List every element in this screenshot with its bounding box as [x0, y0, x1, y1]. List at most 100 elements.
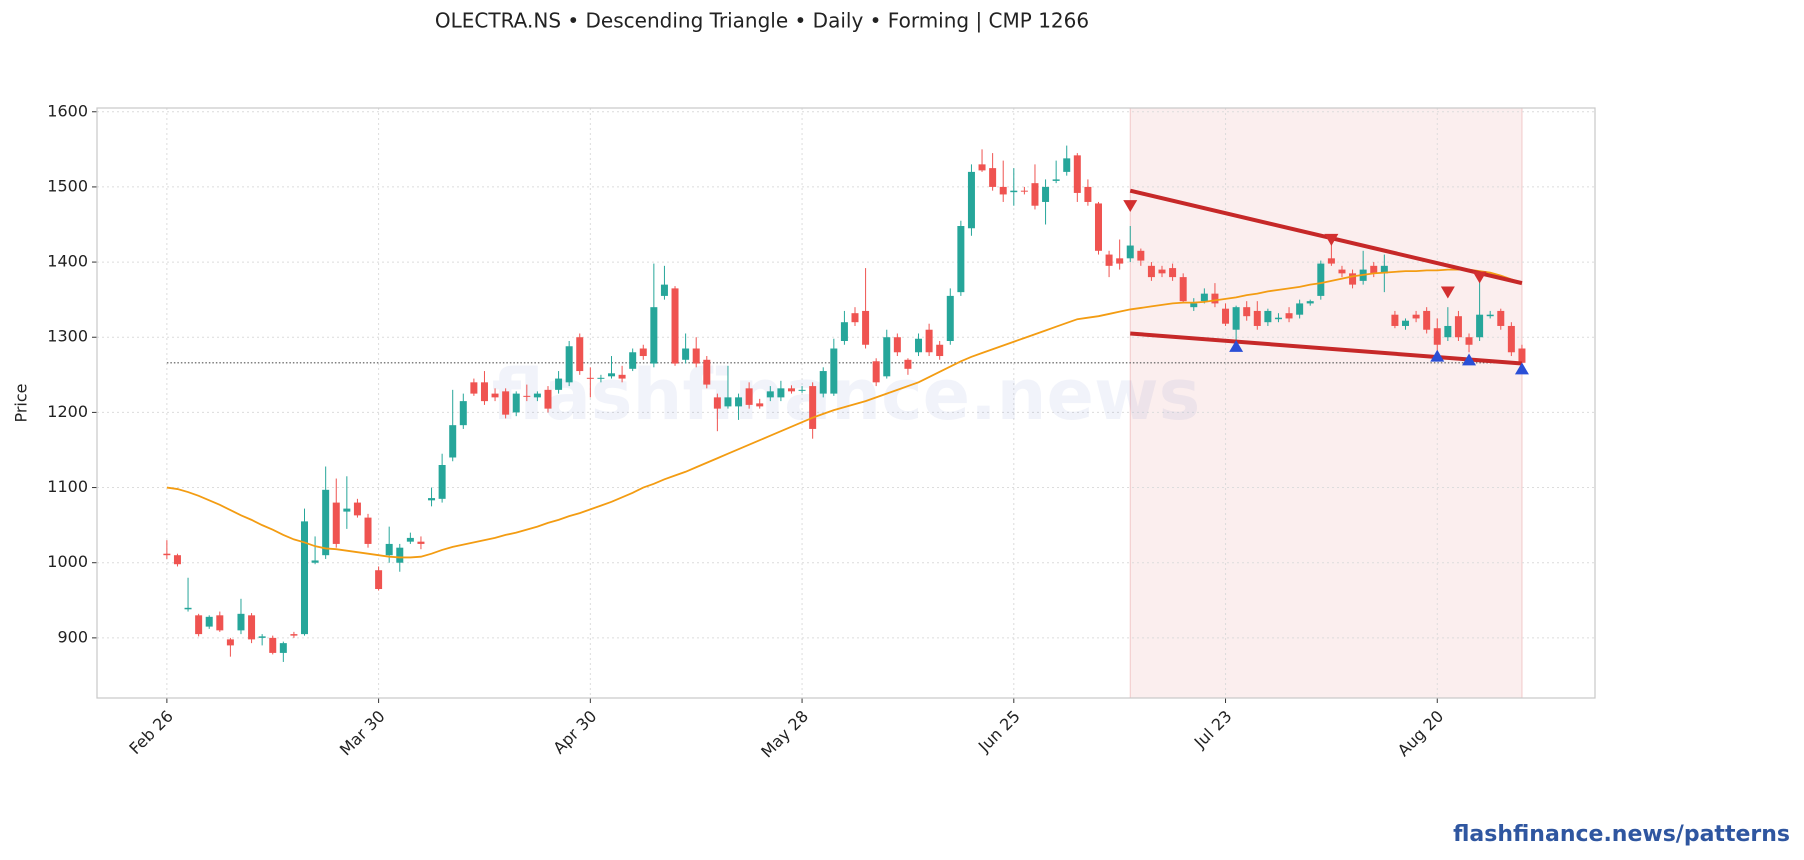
candle-body — [1243, 307, 1251, 317]
candle-body — [957, 226, 965, 293]
candle-body — [1211, 293, 1219, 304]
candle-body — [311, 560, 319, 563]
y-tick-label: 1500 — [47, 176, 88, 195]
candle-body — [385, 543, 393, 556]
swing-high-marker — [1472, 271, 1487, 284]
candle-body — [544, 389, 552, 409]
swing-low-marker — [1430, 349, 1445, 362]
moving-average — [166, 268, 1523, 559]
candle-body — [332, 502, 340, 544]
candle-body — [279, 643, 287, 653]
candle-body — [1317, 263, 1325, 296]
candle-body — [745, 388, 753, 405]
candle-body — [449, 425, 457, 458]
candle-body — [1370, 265, 1378, 274]
candle-body — [809, 386, 817, 429]
candle-body — [459, 401, 467, 426]
swing-low-marker — [1462, 353, 1477, 366]
y-tick-label: 1400 — [47, 252, 88, 271]
candle-body — [1031, 183, 1039, 206]
candle-body — [237, 613, 245, 631]
candle-body — [915, 338, 923, 353]
candle-body — [735, 397, 743, 407]
swing-low-marker — [1229, 339, 1244, 352]
candle-body — [936, 344, 944, 357]
y-tick-label: 900 — [57, 627, 88, 646]
candle-body — [1158, 269, 1166, 274]
candle-body — [819, 371, 827, 394]
y-tick-label: 1300 — [47, 327, 88, 346]
candle-body — [660, 284, 668, 296]
candle-body — [195, 615, 203, 635]
candle-body — [1084, 186, 1092, 202]
candle-body — [851, 313, 859, 323]
candle-body — [173, 555, 181, 565]
candle-body — [248, 615, 256, 640]
candle-body — [417, 541, 425, 544]
candle-body — [1349, 273, 1357, 285]
candle-body — [1454, 316, 1462, 338]
candle-body — [608, 373, 616, 377]
trendline — [1129, 188, 1523, 286]
candle-body — [1137, 250, 1145, 261]
candle-body — [1126, 245, 1134, 259]
candle-body — [1444, 325, 1452, 338]
candle-body — [946, 295, 954, 341]
candle-body — [1507, 325, 1515, 353]
candle-body — [682, 348, 690, 360]
candle-body — [1433, 328, 1441, 345]
candle-body — [1306, 301, 1314, 304]
candle-body — [502, 391, 510, 415]
candle-body — [713, 397, 721, 409]
candle-body — [1412, 314, 1420, 319]
candle-body — [1073, 155, 1081, 193]
candle-body — [756, 403, 764, 407]
candle-body — [1476, 314, 1484, 338]
candle-body — [406, 537, 414, 542]
candle-body — [364, 517, 372, 544]
candle-body — [375, 570, 383, 590]
candle-body — [1391, 314, 1399, 326]
candle-body — [967, 171, 975, 229]
candle-body — [1285, 313, 1293, 319]
candle-body — [1402, 320, 1410, 326]
candle-body — [639, 348, 647, 357]
candle-body — [428, 498, 436, 501]
candle-body — [883, 337, 891, 377]
candle-body — [1147, 265, 1155, 278]
candle-body — [798, 389, 806, 391]
candle-body — [523, 395, 531, 397]
candle-body — [1380, 265, 1388, 274]
candle-body — [671, 288, 679, 364]
candle-body — [343, 508, 351, 512]
candle-body — [480, 382, 488, 402]
candle-body — [703, 359, 711, 385]
candle-body — [766, 391, 774, 398]
candle-body — [565, 346, 573, 383]
swing-low-marker — [1514, 362, 1529, 375]
candle-body — [1094, 203, 1102, 251]
swing-high-marker — [1123, 200, 1138, 213]
candle-body — [1105, 254, 1113, 266]
candle-body — [438, 465, 446, 499]
candle-body — [1338, 269, 1346, 274]
candle-body — [840, 322, 848, 341]
candle-body — [1274, 317, 1282, 320]
candle-body — [787, 388, 795, 392]
candle-body — [1010, 190, 1018, 193]
candle-body — [692, 348, 700, 364]
candle-body — [925, 329, 933, 353]
plot-frame — [96, 107, 1596, 699]
candle-body — [1042, 186, 1050, 202]
candle-body — [1169, 268, 1177, 278]
candle-body — [576, 337, 584, 372]
y-tick-label: 1100 — [47, 477, 88, 496]
candle-body — [1063, 158, 1071, 172]
candle-body — [1465, 337, 1473, 345]
candle-body — [300, 521, 308, 635]
candle-body — [1327, 258, 1335, 264]
candle-body — [978, 164, 986, 171]
candle-body — [184, 607, 192, 610]
candle-body — [989, 168, 997, 187]
